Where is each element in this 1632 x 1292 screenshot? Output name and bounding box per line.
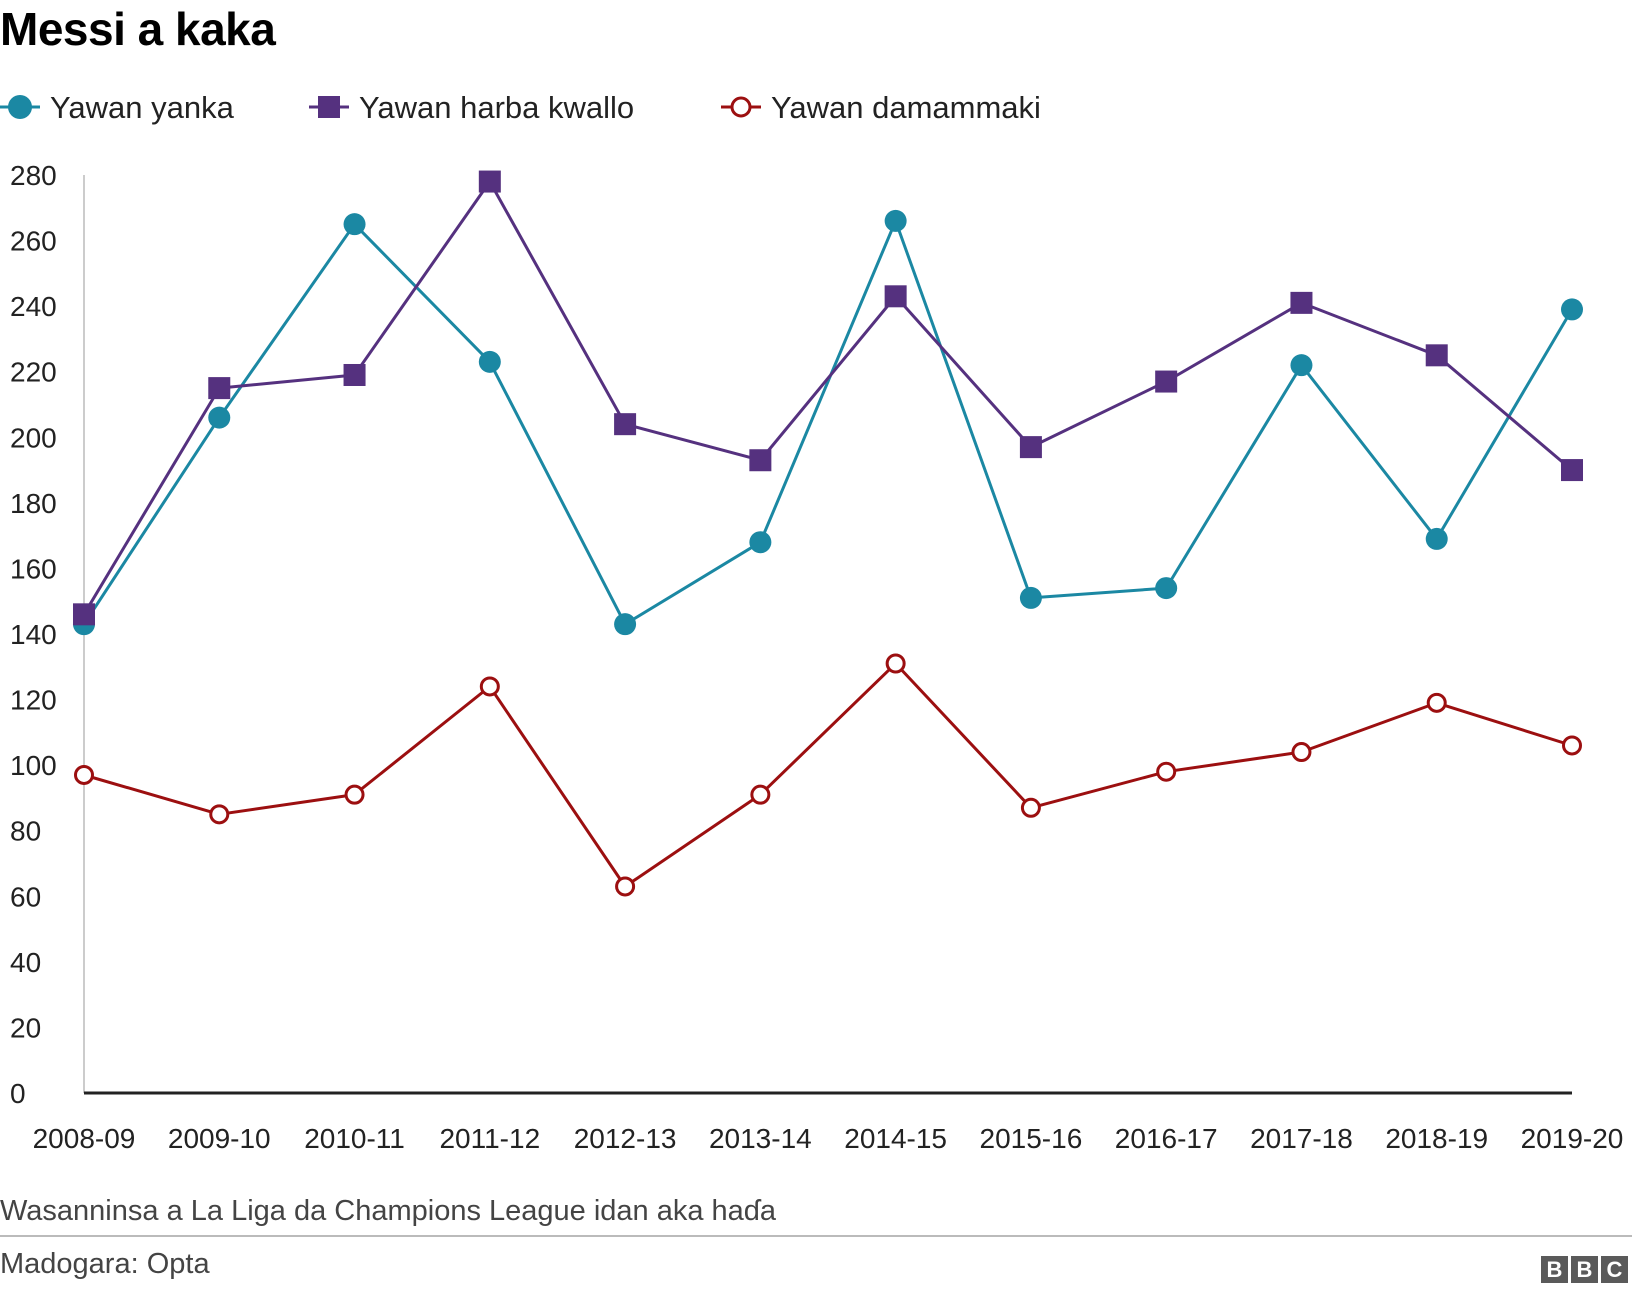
data-point xyxy=(884,209,907,232)
x-tick-label: 2016-17 xyxy=(1115,1123,1218,1154)
bbc-logo-letter: B xyxy=(1571,1256,1598,1283)
data-point xyxy=(884,285,907,308)
data-point xyxy=(750,784,771,805)
bbc-logo: B B C xyxy=(1541,1256,1628,1283)
legend-swatch-marker xyxy=(318,96,340,118)
y-tick-label: 40 xyxy=(10,947,41,978)
y-tick-label: 20 xyxy=(10,1012,41,1043)
data-point xyxy=(885,653,906,674)
data-point xyxy=(343,213,366,236)
data-point xyxy=(749,531,772,554)
data-point xyxy=(479,676,500,697)
y-tick-label: 0 xyxy=(10,1078,26,1109)
data-point xyxy=(208,406,231,429)
data-point xyxy=(209,804,230,825)
x-tick-label: 2017-18 xyxy=(1250,1123,1353,1154)
bbc-logo-letter: C xyxy=(1601,1256,1628,1283)
x-tick-label: 2009-10 xyxy=(168,1123,271,1154)
data-point xyxy=(478,170,501,193)
x-tick-label: 2008-09 xyxy=(33,1123,136,1154)
y-tick-label: 280 xyxy=(10,160,57,191)
source-credit: Madogara: Opta xyxy=(0,1248,210,1280)
data-point xyxy=(1290,354,1313,377)
chart-note: Wasanninsa a La Liga da Champions League… xyxy=(0,1195,777,1227)
y-tick-label: 240 xyxy=(10,291,57,322)
footer-divider xyxy=(0,1235,1632,1237)
data-point xyxy=(1019,436,1042,459)
data-point xyxy=(1562,735,1582,756)
data-point xyxy=(208,377,231,400)
y-axis: 0 20 40 60 80 100 120 140 160 180 200 220 240 260 280 xyxy=(10,160,85,1109)
series-line xyxy=(82,219,1574,626)
y-tick-label: 100 xyxy=(10,750,57,781)
data-point xyxy=(1156,761,1177,782)
data-point xyxy=(1291,742,1312,763)
data-point xyxy=(74,764,94,785)
x-tick-label: 2012-13 xyxy=(574,1123,677,1154)
x-tick-label: 2018-19 xyxy=(1385,1123,1488,1154)
y-tick-label: 60 xyxy=(10,881,41,912)
data-point xyxy=(1426,692,1447,713)
y-tick-label: 160 xyxy=(10,553,57,584)
data-point xyxy=(1561,459,1583,482)
x-tick-label: 2015-16 xyxy=(980,1123,1083,1154)
legend-item-3: Yawan damammaki xyxy=(721,90,1041,125)
data-point xyxy=(1425,527,1448,550)
x-tick-label: 2010-11 xyxy=(304,1123,405,1154)
x-axis: 2008-09 2009-10 2010-11 2011-12 2012-13 2013-… xyxy=(33,1091,1624,1154)
series-3 xyxy=(74,653,1582,897)
y-tick-label: 220 xyxy=(10,357,57,388)
series-1 xyxy=(73,209,1583,636)
y-tick-label: 80 xyxy=(10,816,41,847)
data-point xyxy=(1425,344,1448,367)
series-2 xyxy=(73,170,1583,626)
x-tick-label: 2013-14 xyxy=(709,1123,812,1154)
legend-swatch-marker xyxy=(8,95,32,119)
legend-label: Yawan harba kwallo xyxy=(359,90,634,125)
legend-swatch-marker xyxy=(730,96,752,118)
data-point xyxy=(1561,298,1583,321)
y-tick-label: 180 xyxy=(10,488,57,519)
data-point xyxy=(478,350,501,373)
data-point xyxy=(343,363,366,386)
data-point xyxy=(1020,797,1041,818)
x-tick-label: 2011-12 xyxy=(439,1123,540,1154)
x-tick-label: 2019-20 xyxy=(1521,1123,1624,1154)
chart-title: Messi a kaka xyxy=(0,3,276,55)
data-point xyxy=(1290,291,1313,314)
series-line xyxy=(83,662,1573,888)
y-tick-label: 120 xyxy=(10,685,57,716)
legend-label: Yawan damammaki xyxy=(771,90,1041,125)
legend-item-2: Yawan harba kwallo xyxy=(309,90,634,125)
legend-item-1: Yawan yanka xyxy=(0,90,235,125)
data-point xyxy=(1155,577,1178,600)
data-point xyxy=(344,784,365,805)
y-tick-label: 140 xyxy=(10,619,57,650)
plot-area xyxy=(73,170,1583,897)
data-point xyxy=(615,876,636,897)
data-point xyxy=(614,613,637,636)
chart-legend: Yawan yanka Yawan harba kwallo Yawan damam… xyxy=(0,90,1041,125)
bbc-logo-letter: B xyxy=(1541,1256,1568,1283)
y-tick-label: 200 xyxy=(10,422,57,453)
data-point xyxy=(614,413,637,436)
data-point xyxy=(73,603,95,626)
y-tick-label: 260 xyxy=(10,226,57,257)
series-line xyxy=(82,180,1573,616)
data-point xyxy=(749,449,772,472)
x-tick-label: 2014-15 xyxy=(844,1123,947,1154)
legend-label: Yawan yanka xyxy=(50,90,235,125)
data-point xyxy=(1155,370,1178,393)
data-point xyxy=(1019,586,1042,609)
